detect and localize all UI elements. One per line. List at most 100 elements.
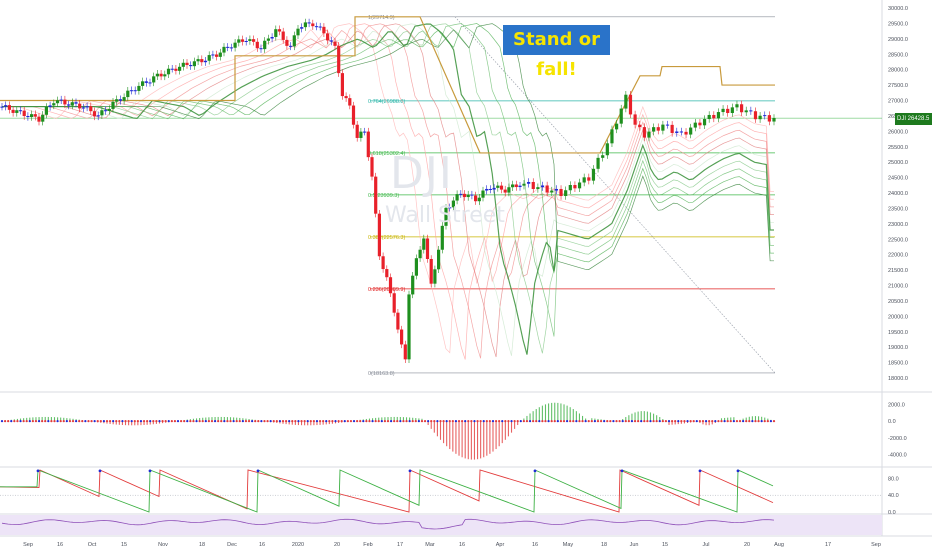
- time-tick-label: 2020: [292, 542, 304, 548]
- time-tick-label: Sep: [23, 542, 33, 548]
- watermark-symbol: DJI: [390, 148, 453, 199]
- zero-dot: [334, 420, 337, 423]
- zero-dot: [37, 420, 41, 423]
- zero-dot: [102, 420, 106, 423]
- zero-dot: [485, 420, 488, 423]
- zero-dot: [303, 420, 306, 423]
- price-bar-body: [226, 46, 230, 48]
- price-bar-body: [437, 249, 441, 270]
- zero-dot: [423, 420, 427, 423]
- zero-dot: [115, 420, 118, 423]
- price-bar-body: [337, 45, 341, 74]
- price-bar-body: [211, 54, 215, 56]
- price-bar-body: [170, 68, 174, 70]
- zero-dot: [420, 420, 424, 423]
- zero-dot: [584, 420, 587, 423]
- price-bar-body: [577, 182, 582, 189]
- price-bar-body: [70, 102, 74, 106]
- zero-dot: [698, 420, 701, 423]
- zero-dot: [729, 420, 732, 423]
- price-bar-body: [628, 94, 633, 115]
- price-bar-body: [444, 207, 448, 226]
- price-bar-body: [507, 187, 511, 193]
- chart-title: Stand or fall!: [503, 25, 610, 80]
- zero-dot: [139, 420, 143, 423]
- price-bar-body: [536, 187, 540, 190]
- zero-dot: [152, 420, 155, 423]
- zero-dot: [75, 420, 78, 423]
- zero-dot: [674, 420, 677, 423]
- price-bar-body: [758, 115, 762, 120]
- price-bar-body: [702, 119, 707, 126]
- zero-dot: [96, 420, 99, 423]
- price-bar-body: [749, 110, 753, 112]
- zero-dot: [760, 420, 763, 423]
- zero-dot: [720, 420, 723, 423]
- time-tick-label: 20: [334, 542, 340, 548]
- price-channel-upper: [0, 16, 775, 154]
- price-bar-body: [152, 76, 156, 83]
- price-bar-body: [554, 188, 559, 191]
- zero-dot: [155, 420, 158, 423]
- price-bar-body: [189, 65, 193, 67]
- price-bar-body: [52, 103, 56, 106]
- zero-dot: [624, 420, 627, 423]
- zero-dot: [133, 420, 136, 423]
- price-bar-body: [466, 194, 470, 198]
- price-bar-body: [296, 28, 300, 36]
- zero-dot: [575, 420, 578, 423]
- price-bar-body: [322, 26, 326, 34]
- price-bar-body: [514, 184, 518, 188]
- price-bar-body: [377, 213, 381, 257]
- price-bar-body: [396, 312, 400, 330]
- zero-dot: [346, 420, 349, 423]
- zero-dot: [318, 420, 322, 423]
- price-bar-body: [374, 176, 378, 214]
- price-axis: 30000.0 29500.0 29000.0 28500.0 28000.0 27500…: [888, 6, 908, 516]
- price-bar-body: [707, 114, 711, 120]
- price-bar-body: [381, 256, 385, 270]
- price-bar-body: [344, 96, 348, 99]
- time-tick-label: Jul: [702, 542, 709, 548]
- zero-dot: [473, 420, 476, 423]
- price-tick-label: 30000.0: [888, 6, 908, 12]
- zero-dot: [322, 420, 325, 423]
- price-bar-body: [772, 117, 776, 122]
- zero-dot: [569, 420, 572, 423]
- zero-dot: [757, 420, 760, 423]
- zero-dot: [93, 420, 96, 423]
- price-bar-body: [400, 329, 404, 345]
- zero-dot: [281, 420, 285, 423]
- price-tag-symbol: DJI: [897, 116, 906, 122]
- zero-dot: [464, 420, 467, 423]
- price-bar-body: [596, 157, 600, 169]
- zero-dot: [158, 420, 161, 423]
- price-bar-body: [689, 127, 693, 135]
- zero-dot: [766, 420, 769, 423]
- zero-dot: [297, 420, 300, 423]
- zero-dot: [612, 420, 615, 423]
- zero-dot: [683, 420, 686, 423]
- zero-dot: [436, 420, 439, 423]
- aroon-marker: [148, 469, 152, 473]
- zero-dot: [356, 420, 359, 423]
- price-bar-body: [144, 81, 148, 83]
- price-tick-label: 28500.0: [888, 52, 908, 58]
- time-tick-label: 15: [662, 542, 668, 548]
- price-bar-body: [753, 111, 758, 120]
- zero-dot: [393, 420, 396, 423]
- zero-dot: [241, 420, 244, 423]
- price-bar-body: [148, 82, 152, 84]
- price-bar-body: [462, 193, 467, 198]
- zero-dot: [692, 420, 695, 423]
- zero-dot: [513, 420, 516, 423]
- zero-dot: [352, 420, 356, 423]
- price-bar-body: [440, 225, 444, 250]
- zero-dot: [99, 420, 102, 423]
- time-tick-label: 16: [57, 542, 63, 548]
- price-bar-body: [333, 41, 337, 46]
- zero-dot: [621, 420, 624, 423]
- zero-dot: [609, 420, 612, 423]
- osc1-tick-label: 2000.0: [888, 402, 905, 408]
- zero-dot: [127, 420, 130, 423]
